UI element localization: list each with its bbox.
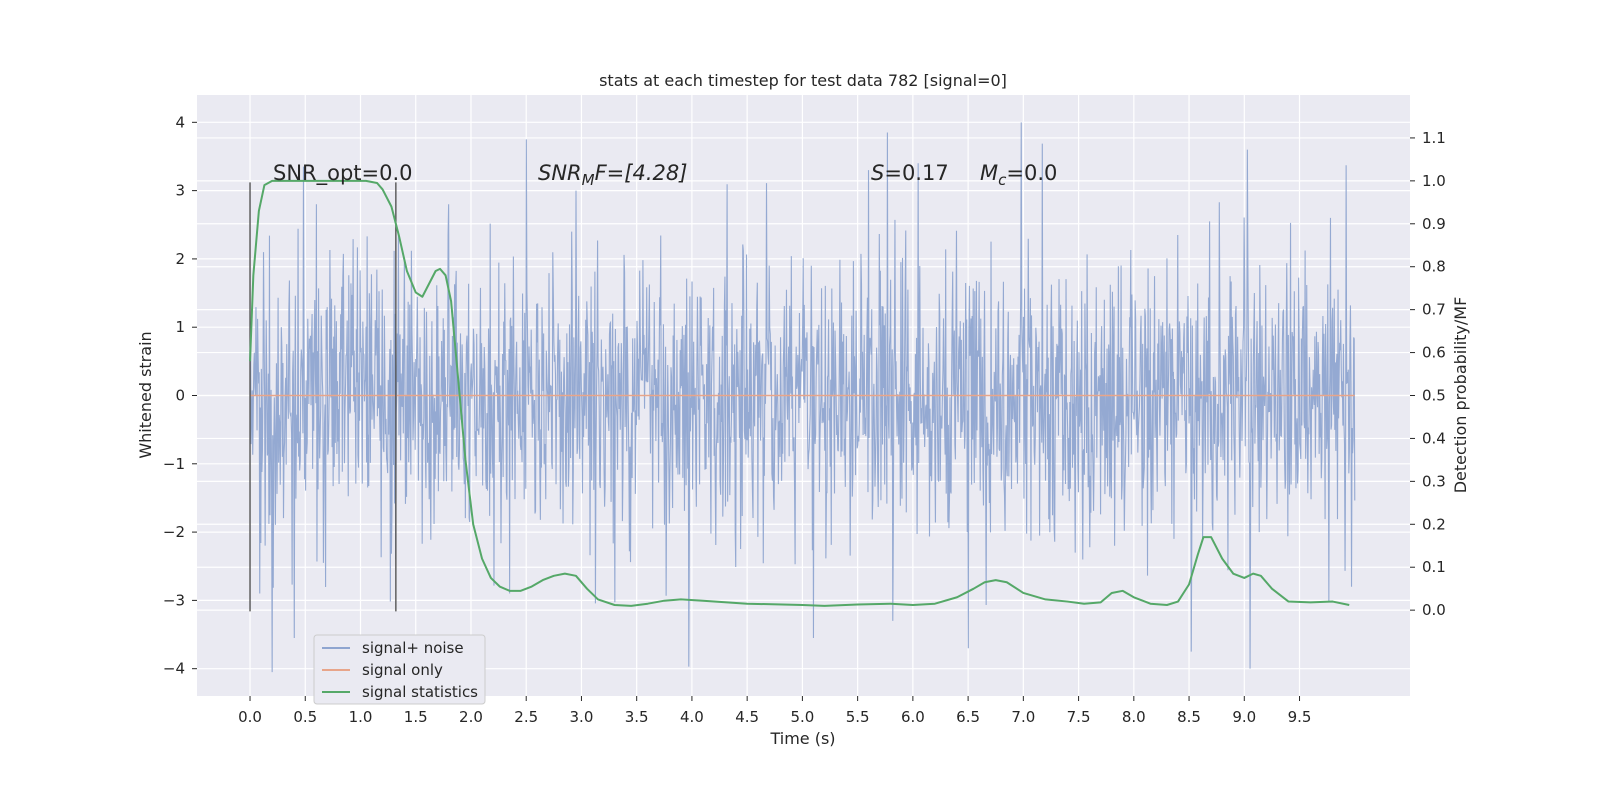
y-tick-label-left: 2 (175, 250, 185, 268)
x-tick-label: 6.5 (956, 708, 980, 726)
stats-line (249, 179, 1350, 607)
x-tick-label: 5.5 (846, 708, 870, 726)
x-ticks: 0.0 0.5 1.0 1.5 2.0 2.5 3.0 3.5 4.0 4.5 5.0 5.5 6.0 6… (238, 696, 1311, 726)
legend-box (313, 634, 486, 705)
y-tick-label-left: −3 (163, 591, 185, 609)
x-tick-label: 8.5 (1177, 708, 1201, 726)
x-tick-label: 5.0 (790, 708, 814, 726)
x-axis-label: Time (s) (769, 729, 835, 748)
y-tick-label-left: 3 (175, 182, 185, 200)
y-tick-label-right: 0.1 (1422, 558, 1446, 576)
annotation-snr-mf: SNRMF=[4.28] (538, 161, 687, 189)
y-tick-label-right: 0.7 (1422, 301, 1446, 319)
y-tick-label-left: 0 (175, 387, 185, 405)
x-tick-label: 7.0 (1011, 708, 1035, 726)
y-tick-label-right: 0.4 (1422, 429, 1446, 447)
chart-title: stats at each timestep for test data 782… (599, 71, 1007, 90)
legend-label-signal-only: signal only (362, 661, 443, 679)
y-axis-label-left: Whitened strain (136, 331, 155, 458)
y-tick-label-right: 0.8 (1422, 258, 1446, 276)
x-tick-label: 0.0 (238, 708, 262, 726)
y-ticks-left: 4 3 2 1 0 −1 −2 −3 −4 (163, 113, 197, 678)
annotation-snr-opt: SNR_opt=0.0 (273, 161, 413, 186)
x-tick-label: 7.5 (1067, 708, 1091, 726)
y-tick-label-left: 1 (175, 318, 185, 336)
x-tick-label: 4.5 (735, 708, 759, 726)
x-tick-label: 8.0 (1122, 708, 1146, 726)
legend-label-stats: signal statistics (362, 683, 478, 701)
y-tick-label-right: 0.5 (1422, 387, 1446, 405)
x-tick-label: 6.0 (901, 708, 925, 726)
x-tick-label: 3.0 (570, 708, 594, 726)
y-tick-label-right: 0.9 (1422, 215, 1446, 233)
y-tick-label-left: −1 (163, 455, 185, 473)
noise-series (249, 122, 1356, 673)
x-tick-label: 1.5 (404, 708, 428, 726)
x-tick-label: 9.5 (1288, 708, 1312, 726)
legend-label-noise: signal+ noise (362, 639, 464, 657)
y-axis-label-right: Detection probability/MF (1451, 297, 1470, 494)
x-tick-label: 0.5 (293, 708, 317, 726)
x-tick-label: 9.0 (1232, 708, 1256, 726)
legend: signal+ noise signal only signal statist… (313, 634, 486, 705)
annotation-mc: Mc=0.0 (980, 161, 1057, 189)
stats-series (249, 179, 1350, 607)
y-tick-label-left: −4 (163, 660, 185, 678)
annotation-s: S=0.17 (871, 161, 949, 185)
x-tick-label: 4.0 (680, 708, 704, 726)
noise-line (249, 122, 1356, 673)
y-tick-label-right: 1.0 (1422, 172, 1446, 190)
y-tick-label-right: 0.3 (1422, 472, 1446, 490)
y-tick-label-left: 4 (175, 113, 185, 131)
y-tick-label-right: 0.6 (1422, 344, 1446, 362)
x-tick-label: 3.5 (625, 708, 649, 726)
event-markers (249, 182, 397, 612)
y-tick-label-right: 1.1 (1422, 129, 1446, 147)
y-tick-label-right: 0.2 (1422, 515, 1446, 533)
x-tick-label: 1.0 (349, 708, 373, 726)
y-tick-label-right: 0.0 (1422, 601, 1446, 619)
y-ticks-right: 1.1 1.0 0.9 0.8 0.7 0.6 0.5 0.4 0.3 0.2 0.1 0.0 (1410, 129, 1446, 619)
x-tick-label: 2.0 (459, 708, 483, 726)
y-tick-label-left: −2 (163, 523, 185, 541)
x-tick-label: 2.5 (514, 708, 538, 726)
